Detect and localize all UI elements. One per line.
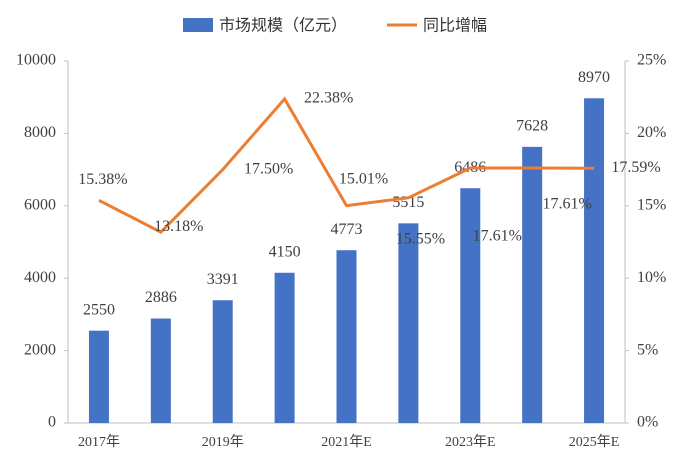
- bar: [584, 98, 605, 423]
- bar: [150, 318, 171, 423]
- bar-label: 4773: [331, 221, 363, 238]
- line-label: 17.61%: [543, 196, 592, 213]
- line-label: 17.50%: [244, 160, 293, 177]
- y2-tick-label: 25%: [637, 52, 666, 69]
- x-tick-label: 2017年: [78, 434, 120, 450]
- bar: [398, 223, 419, 423]
- line-label: 17.61%: [473, 228, 522, 245]
- bar: [522, 146, 543, 423]
- bar: [212, 300, 233, 423]
- bar-label: 2550: [83, 301, 115, 318]
- line-label: 15.01%: [339, 170, 388, 187]
- bar: [460, 188, 481, 423]
- bar-label: 8970: [578, 69, 610, 86]
- y-tick-label: 2000: [24, 341, 56, 358]
- line-label: 15.55%: [396, 231, 445, 248]
- legend-label: 同比增幅: [423, 16, 487, 35]
- line-label: 15.38%: [78, 171, 127, 188]
- bar: [336, 250, 357, 423]
- legend-label: 市场规模（亿元）: [219, 16, 347, 35]
- bar: [274, 272, 295, 423]
- bar-label: 3391: [207, 271, 239, 288]
- line-label: 13.18%: [154, 218, 203, 235]
- bar-label: 7628: [516, 118, 548, 135]
- line: [98, 96, 595, 234]
- line-label: 22.38%: [304, 90, 353, 107]
- x-tick-label: 2019年: [202, 434, 244, 450]
- x-tick-label: 2023年E: [445, 434, 496, 450]
- y-tick-label: 0: [48, 414, 56, 431]
- x-tick-label: 2025年E: [569, 434, 620, 450]
- y2-tick-label: 10%: [637, 269, 666, 286]
- y2-tick-label: 15%: [637, 196, 666, 213]
- y-tick-label: 10000: [16, 52, 56, 69]
- y2-tick-label: 20%: [637, 124, 666, 141]
- y-tick-label: 8000: [24, 124, 56, 141]
- x-tick-label: 2021年E: [321, 434, 372, 450]
- legend-swatch: [183, 18, 213, 32]
- bar: [88, 330, 109, 423]
- y-tick-label: 6000: [24, 196, 56, 213]
- y-tick-label: 4000: [24, 269, 56, 286]
- y2-tick-label: 5%: [637, 341, 658, 358]
- bar-label: 2886: [145, 289, 177, 306]
- line-label: 17.59%: [611, 159, 660, 176]
- y2-tick-label: 0%: [637, 414, 658, 431]
- bar-label: 4150: [269, 243, 301, 260]
